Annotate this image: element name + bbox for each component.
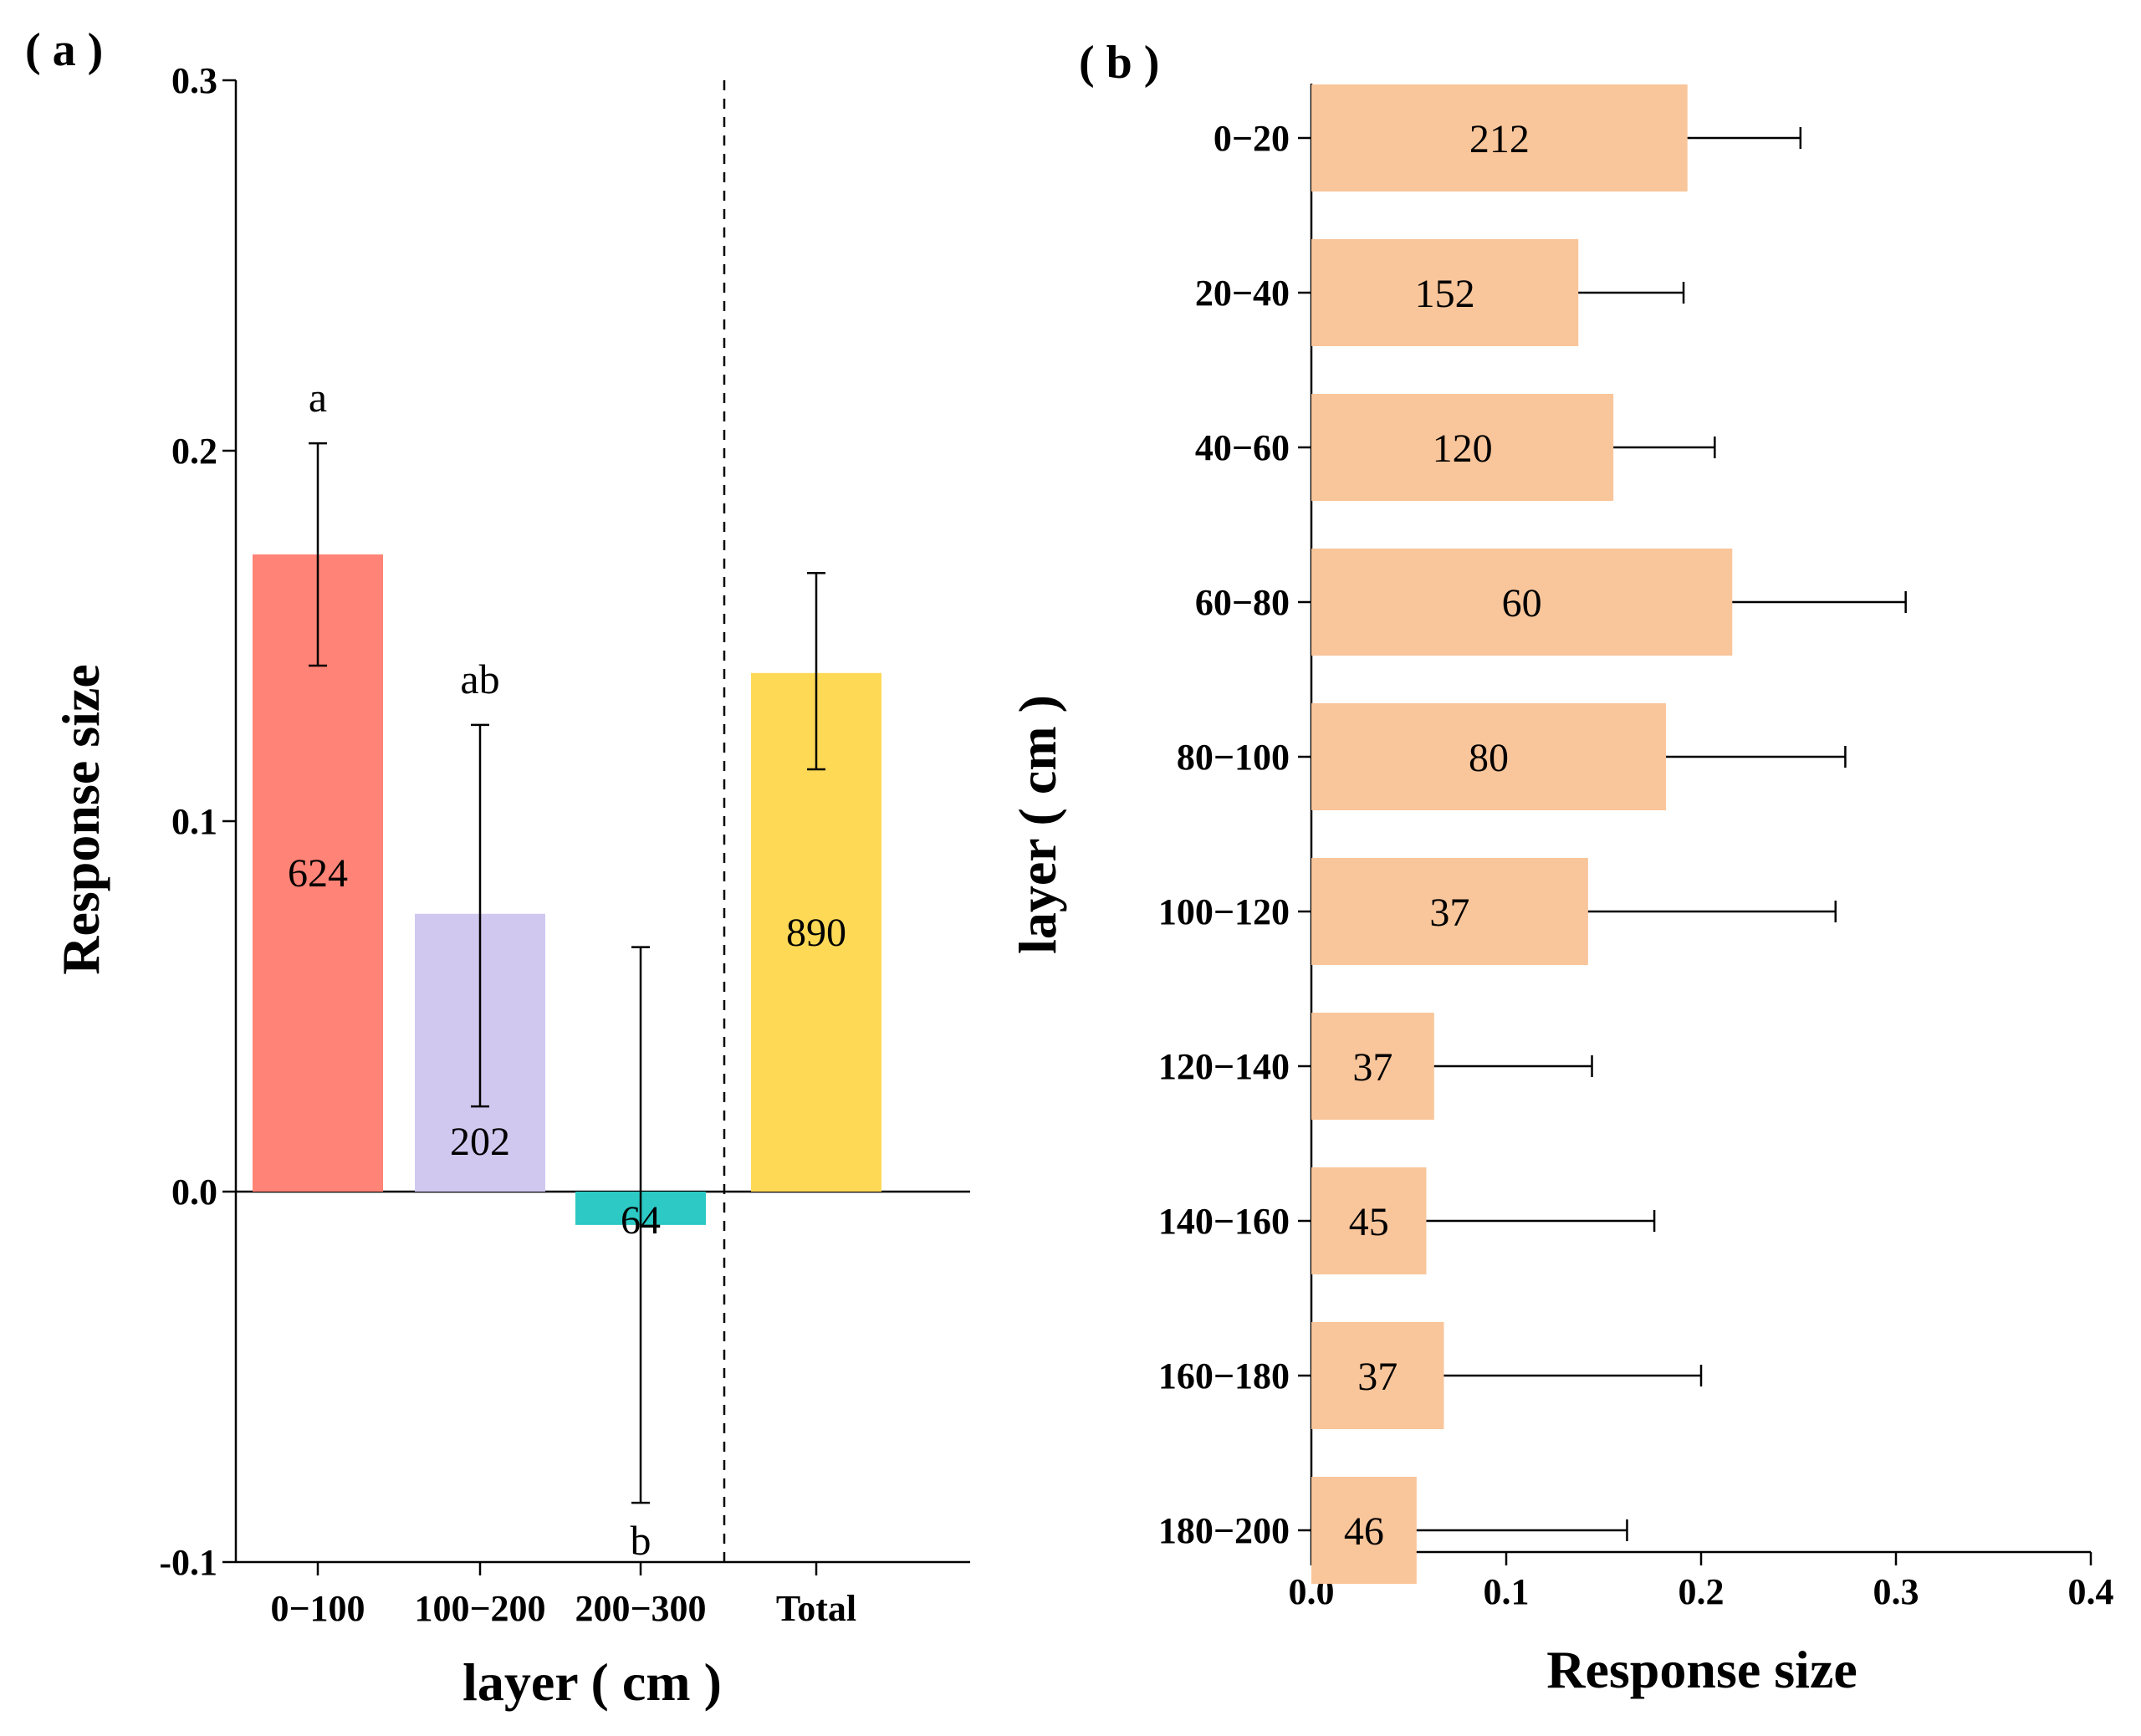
panel-b-x-axis-title: Response size (1546, 1640, 1857, 1699)
panel-b-bar-label: 37 (1352, 1045, 1392, 1090)
panel-a-y-tick-label: -0.1 (159, 1542, 217, 1583)
panel-a-y-tick-label: 0.0 (171, 1172, 217, 1213)
panel-b-bar (1311, 549, 1733, 656)
panel-b-bar-label: 80 (1469, 736, 1509, 780)
panel-b-x-tick-label: 0.2 (1679, 1571, 1725, 1612)
panel-b-bar-label: 152 (1415, 272, 1475, 316)
panel-a-y-tick-label: 0.3 (171, 60, 217, 101)
panel-b-bar (1311, 84, 1688, 191)
panel-a-bar-label: 624 (288, 851, 348, 896)
panel-b-y-tick-label: 80−100 (1177, 737, 1290, 778)
panel-a-y-tick-label: 0.1 (171, 801, 217, 842)
panel-a-x-tick-label: Total (776, 1588, 856, 1629)
panel-b-bar (1311, 239, 1579, 346)
panel-b-label: ( b ) (1079, 37, 1159, 89)
panel-b-y-tick-label: 60−80 (1195, 582, 1290, 623)
panel-b-x-tick-label: 0.1 (1484, 1571, 1530, 1612)
panel-a-label: ( a ) (25, 24, 103, 76)
panel-b-y-tick-label: 160−180 (1158, 1356, 1290, 1396)
panel-b-x-tick-label: 0.4 (2068, 1571, 2114, 1612)
panel-b-bar (1311, 1013, 1434, 1120)
panel-a-y-axis-title: Response size (51, 664, 110, 975)
panel-a-x-tick-label: 100−200 (414, 1588, 545, 1629)
panel-b: ( b ) layer ( cm ) Response size 0.0 0.1 0… (1008, 37, 2114, 1699)
panel-a-x-tick-label: 0−100 (270, 1588, 365, 1629)
panel-a-bar-label: 64 (621, 1198, 661, 1243)
panel-b-y-tick-label: 20−40 (1195, 273, 1290, 314)
panel-a-x-axis-title: layer ( cm ) (462, 1652, 722, 1712)
panel-a-significance-label: b (631, 1517, 651, 1564)
panel-b-y-tick-label: 120−140 (1158, 1046, 1290, 1087)
panel-b-bar-label: 45 (1349, 1200, 1389, 1244)
panel-b-y-axis-title: layer ( cm ) (1008, 695, 1067, 954)
panel-b-bar (1311, 1477, 1417, 1584)
panel-b-bar-label: 37 (1357, 1355, 1398, 1399)
panel-b-y-tick-label: 180−200 (1158, 1510, 1290, 1551)
panel-a-x-tick-label: 200−300 (575, 1588, 706, 1629)
panel-b-bar-label: 46 (1344, 1509, 1384, 1554)
panel-b-y-tick-label: 0−20 (1214, 118, 1290, 159)
panel-b-y-tick-label: 140−160 (1158, 1201, 1290, 1242)
panel-a-bar-label: 890 (786, 911, 846, 955)
panel-a: ( a ) Response size layer ( cm ) -0.1 0.0… (25, 24, 970, 1712)
panel-a-significance-label: a (309, 374, 327, 421)
panel-a-bar-label: 202 (450, 1120, 510, 1164)
panel-a-y-tick-label: 0.2 (171, 431, 217, 472)
panel-a-significance-label: ab (460, 656, 499, 702)
panel-b-bar (1311, 1167, 1427, 1274)
panel-b-bar-label: 120 (1433, 426, 1493, 471)
panel-b-x-tick-label: 0.3 (1873, 1571, 1919, 1612)
panel-b-bar-label: 60 (1502, 581, 1542, 625)
panel-b-bar (1311, 394, 1614, 501)
panel-b-bar (1311, 858, 1588, 965)
panel-b-bar-label: 37 (1429, 891, 1469, 935)
panel-b-bar (1311, 1322, 1444, 1429)
panel-b-y-tick-label: 40−60 (1195, 427, 1290, 468)
panel-b-bar (1311, 703, 1667, 810)
panel-b-bar-label: 212 (1469, 117, 1530, 161)
panel-b-y-tick-label: 100−120 (1158, 891, 1290, 932)
